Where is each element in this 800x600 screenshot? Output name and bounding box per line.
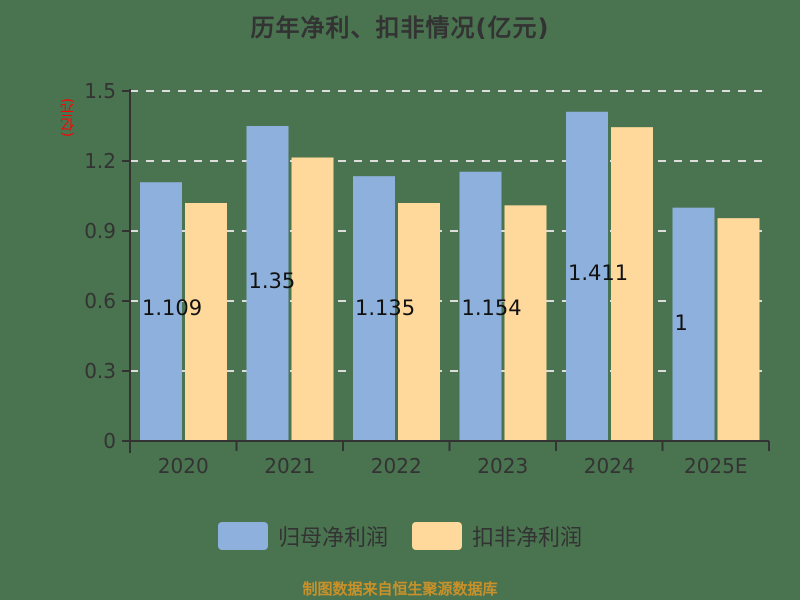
bar-net-profit [459,171,502,441]
bar-deducted-profit [291,157,334,441]
y-tick-label: 0.9 [84,219,116,243]
bar-net-profit [566,111,608,442]
bar-deducted-profit [717,218,760,441]
data-label: 1.411 [568,261,628,285]
bar-deducted-profit [611,127,653,442]
x-tick-label: 2021 [264,454,315,478]
bar-net-profit [140,182,182,441]
chart-title: 历年净利、扣非情况(亿元) [250,14,550,42]
x-tick-label: 2023 [477,454,528,478]
data-label: 1 [675,311,688,335]
x-tick-label: 2020 [158,454,209,478]
x-tick-label: 2025E [684,454,748,478]
y-tick-label: 0 [103,429,116,453]
bar-deducted-profit [504,205,547,441]
legend: 归母净利润 扣非净利润 [0,520,800,552]
data-label: 1.35 [249,269,296,293]
data-source-note: 制图数据来自恒生聚源数据库 [302,580,498,598]
x-tick-label: 2024 [584,454,635,478]
data-label: 1.135 [355,296,415,320]
y-tick-label: 0.3 [84,359,116,383]
bar-net-profit [672,207,715,441]
y-tick-label: 1.2 [84,149,116,173]
bar-deducted-profit [185,203,227,441]
legend-item-deducted-profit[interactable]: 扣非净利润 [412,520,582,552]
x-tick-label: 2022 [371,454,422,478]
bar-net-profit [353,176,395,441]
legend-swatch-net-profit [217,522,268,550]
y-tick-label: 1.5 [84,79,116,103]
data-label: 1.154 [462,296,522,320]
data-label: 1.109 [142,296,202,320]
legend-label: 扣非净利润 [472,526,583,551]
y-tick-label: 0.6 [84,289,116,313]
legend-swatch-deducted-profit [412,522,462,550]
legend-label: 归母净利润 [277,526,388,551]
legend-item-net-profit[interactable]: 归母净利润 [217,520,388,552]
bar-deducted-profit [398,203,440,441]
bar-net-profit [246,126,289,441]
